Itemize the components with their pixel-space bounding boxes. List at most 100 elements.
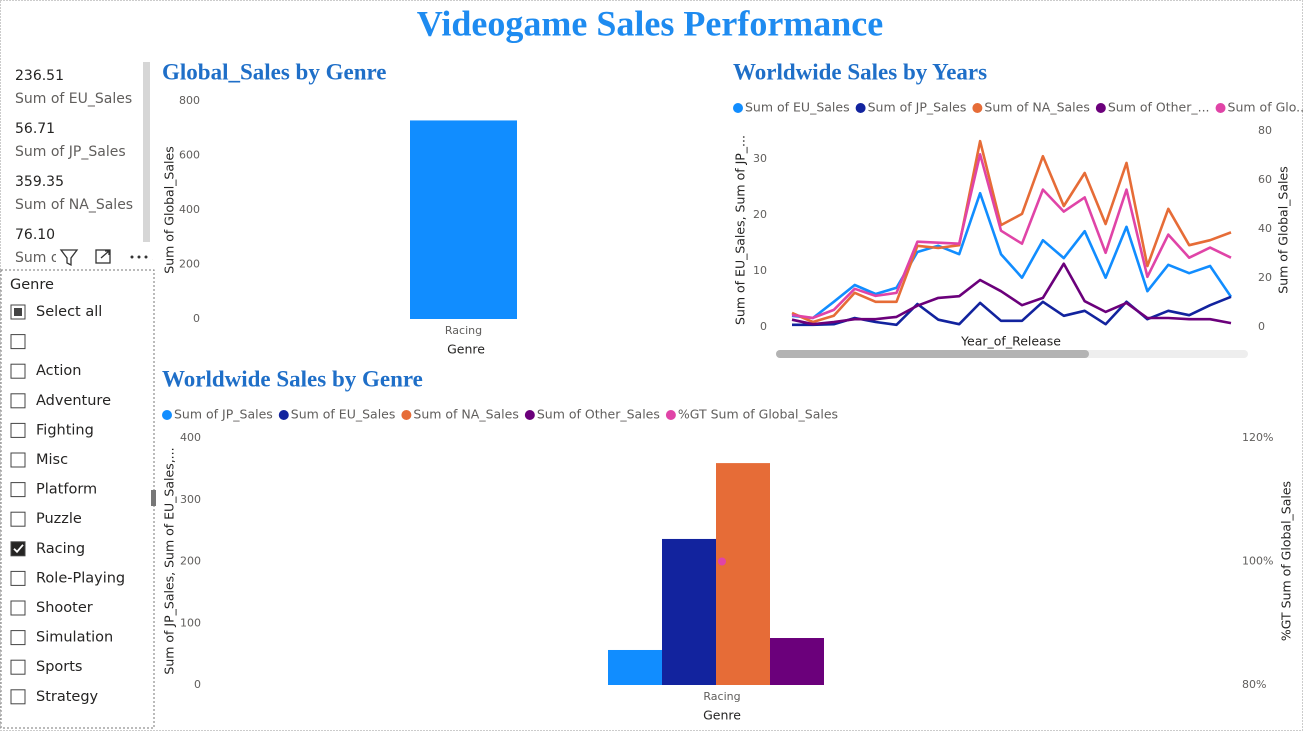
legend-label[interactable]: Sum of NA_Sales — [413, 407, 518, 422]
y-tick-label: 100 — [180, 616, 201, 629]
legend-marker — [1215, 103, 1226, 113]
slicer-item[interactable]: Sports — [36, 659, 82, 675]
axis-title: %GT Sum of Global_Sales — [1279, 481, 1294, 641]
y-tick-label: 200 — [179, 258, 200, 271]
scrollbar[interactable] — [143, 62, 150, 242]
card-value: 76.10 — [15, 227, 55, 243]
slicer-title: Genre — [10, 277, 54, 293]
legend-marker — [972, 103, 983, 113]
slicer-item[interactable]: Misc — [36, 452, 68, 468]
checkbox[interactable] — [10, 482, 26, 498]
legend-marker — [162, 410, 172, 420]
legend-marker — [665, 410, 676, 420]
chart-title: Worldwide Sales by Years — [733, 59, 987, 84]
slicer-item[interactable]: Role-Playing — [36, 570, 125, 586]
checkbox[interactable] — [10, 659, 26, 675]
x-tick-label: Racing — [445, 324, 482, 337]
card-value: 56.71 — [15, 121, 55, 137]
checkbox[interactable] — [10, 689, 26, 705]
slicer-item[interactable]: Racing — [36, 541, 85, 557]
card-label: Sum of JP_Sales — [15, 144, 126, 160]
checkbox[interactable] — [10, 570, 26, 586]
slicer-item[interactable]: Action — [36, 363, 81, 379]
checkbox[interactable] — [10, 511, 26, 527]
visual-header — [56, 246, 152, 268]
legend-label[interactable]: Sum of Other_Sales — [537, 407, 660, 422]
x-axis-title: Genre — [447, 342, 485, 357]
bar[interactable] — [662, 538, 716, 685]
legend-label[interactable]: Sum of JP_Sales — [174, 407, 273, 422]
checkbox[interactable] — [10, 422, 26, 438]
x-axis-title: Year_of_Release — [960, 334, 1061, 349]
y-tick-label: 0 — [760, 320, 767, 333]
y-tick-label: 60 — [1258, 173, 1272, 186]
checkbox[interactable] — [10, 334, 26, 350]
bar[interactable] — [608, 649, 662, 685]
chart-title: Worldwide Sales by Genre — [162, 366, 423, 391]
more-dot[interactable] — [137, 255, 141, 259]
legend-label[interactable]: Sum of NA_Sales — [984, 100, 1089, 115]
more-dot[interactable] — [144, 255, 148, 259]
slicer-item[interactable]: Platform — [36, 482, 97, 498]
checkbox[interactable] — [10, 541, 26, 557]
slicer-item[interactable]: Strategy — [36, 689, 99, 705]
y-tick-label: 200 — [180, 555, 201, 568]
y-tick-label: 800 — [179, 94, 200, 107]
slicer-item[interactable]: Shooter — [36, 600, 93, 616]
bar[interactable] — [410, 120, 517, 319]
y-tick-label: 20 — [753, 208, 767, 221]
legend-label[interactable]: Sum of EU_Sales — [745, 100, 850, 115]
bar[interactable] — [770, 638, 824, 685]
legend-marker — [1095, 103, 1106, 113]
legend-label[interactable]: Sum of Glo... — [1228, 100, 1304, 115]
slicer-item[interactable]: Puzzle — [36, 511, 82, 527]
y-tick-label: 400 — [180, 431, 201, 444]
slicer-item[interactable]: Adventure — [36, 393, 111, 409]
checkbox[interactable] — [10, 630, 26, 646]
card-value: 236.51 — [15, 68, 64, 84]
legend-marker — [278, 410, 289, 420]
y-tick-label: 120% — [1242, 431, 1273, 444]
checkbox[interactable] — [10, 452, 26, 468]
filter-icon[interactable] — [59, 249, 79, 267]
axis-title: Sum of Global_Sales — [1276, 166, 1291, 293]
resize-handle[interactable] — [151, 490, 156, 506]
legend-label[interactable]: Sum of EU_Sales — [291, 407, 396, 422]
legend-label[interactable]: %GT Sum of Global_Sales — [678, 407, 838, 422]
y-tick-label: 80 — [1258, 124, 1272, 137]
chart-title: Global_Sales by Genre — [162, 59, 387, 84]
focus-icon[interactable] — [95, 249, 111, 264]
more-dot[interactable] — [130, 255, 134, 259]
icon-background — [56, 246, 152, 268]
y-tick-label: 0 — [1258, 320, 1265, 333]
checkbox[interactable] — [10, 363, 26, 379]
scroll-thumb[interactable] — [776, 350, 1089, 358]
axis-title: Sum of EU_Sales, Sum of JP_... — [733, 135, 748, 325]
checkbox[interactable] — [10, 393, 26, 409]
x-axis-title: Genre — [703, 708, 741, 723]
y-tick-label: 400 — [179, 203, 200, 216]
legend-label[interactable]: Sum of JP_Sales — [868, 100, 967, 115]
legend-marker — [855, 103, 866, 113]
legend-label[interactable]: Sum of Other_... — [1108, 100, 1210, 115]
focus-arrow — [100, 250, 110, 259]
y-tick-label: 40 — [1258, 222, 1272, 235]
checkbox-partial — [14, 308, 22, 316]
slicer-item[interactable]: Select all — [36, 304, 102, 320]
x-tick-label: Racing — [703, 690, 740, 703]
checkbox[interactable] — [10, 600, 26, 616]
series-line[interactable] — [791, 262, 1232, 326]
series-line[interactable] — [791, 153, 1232, 320]
slicer-item[interactable]: Simulation — [36, 630, 113, 646]
series-line[interactable] — [791, 191, 1233, 320]
card-value: 359.35 — [15, 174, 64, 190]
line-point[interactable] — [718, 557, 726, 566]
card-label: Sum of NA_Sales — [15, 197, 133, 213]
y-tick-label: 0 — [193, 312, 200, 325]
legend-marker — [401, 410, 412, 420]
y-tick-label: 10 — [753, 264, 767, 277]
series-line[interactable] — [791, 139, 1232, 324]
bar[interactable] — [716, 463, 770, 685]
slicer-item[interactable]: Fighting — [36, 422, 94, 438]
